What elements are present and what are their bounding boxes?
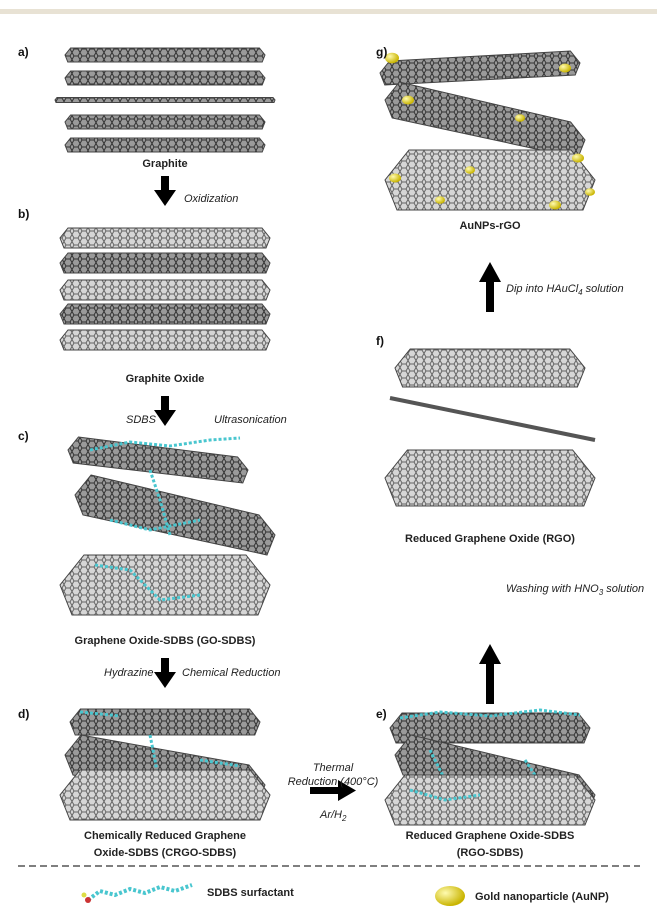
graphene-sheet: [64, 114, 266, 130]
surfactant: [399, 708, 581, 720]
gold-nanoparticle: [549, 200, 561, 210]
gold-nanoparticle: [559, 63, 571, 73]
graphene-sheet: [384, 81, 586, 159]
nanoparticle-icon: [435, 886, 465, 906]
surfactant: [79, 710, 121, 718]
text: solution: [603, 583, 644, 595]
surfactant: [409, 788, 481, 802]
step-label: Dip into HAuCl4 solution: [506, 283, 624, 297]
gold-nanoparticle: [572, 153, 584, 163]
graphene-sheet: [59, 329, 271, 351]
graphene-sheet: [64, 47, 266, 63]
step-label: Oxidization: [184, 193, 238, 205]
legend-label: SDBS surfactant: [207, 887, 294, 899]
caption: (RGO-SDBS): [457, 847, 524, 859]
step-label: Hydrazine: [104, 667, 154, 679]
surfactant: [199, 758, 241, 768]
caption: Graphite Oxide: [126, 373, 205, 385]
step-label: Ultrasonication: [214, 414, 287, 426]
step-label: Ar/H2: [319, 809, 347, 823]
step-label: Chemical Reduction: [182, 667, 280, 679]
gold-nanoparticle: [402, 95, 414, 105]
graphene-sheet: [59, 279, 271, 301]
gold-nanoparticle: [585, 188, 595, 196]
gold-nanoparticle: [385, 52, 399, 64]
panel-label: a): [18, 45, 29, 59]
step-label: Reduction (400°C): [288, 776, 379, 788]
step-label: SDBS: [126, 414, 157, 426]
caption: Graphite: [142, 158, 187, 170]
caption: Chemically Reduced Graphene: [84, 830, 246, 842]
gold-nanoparticle: [515, 114, 525, 122]
graphene-sheet: [384, 774, 596, 826]
graphene-sheet: [59, 554, 271, 616]
panel-label: b): [18, 207, 29, 221]
panel-label: f): [376, 334, 384, 348]
surfactant: [148, 469, 172, 536]
caption: Reduced Graphene Oxide-SDBS: [406, 830, 575, 842]
caption: Reduced Graphene Oxide (RGO): [405, 533, 575, 545]
caption: Oxide-SDBS (CRGO-SDBS): [94, 847, 237, 859]
graphene-sheet: [54, 97, 276, 103]
surfactant: [89, 436, 241, 452]
graphene-sheet: [389, 712, 591, 744]
text: Dip into HAuCl: [506, 283, 579, 295]
surfactant-icon: [81, 883, 193, 903]
text: solution: [583, 283, 624, 295]
graphene-sheet: [59, 769, 271, 821]
subscript: 2: [341, 814, 347, 823]
panel-label: e): [376, 707, 387, 721]
graphene-sheet: [64, 137, 266, 153]
graphene-sheet: [384, 449, 596, 507]
step-label: Washing with HNO3 solution: [506, 583, 644, 597]
graphene-sheet: [384, 149, 596, 211]
graphene-sheet: [59, 252, 271, 274]
graphene-sheet: [379, 50, 581, 86]
graphene-sheet: [74, 474, 276, 556]
surfactant: [109, 518, 201, 532]
surfactant: [94, 563, 201, 602]
graphene-sheet: [59, 227, 271, 249]
gold-nanoparticle: [435, 196, 445, 204]
caption: AuNPs-rGO: [459, 220, 521, 232]
subscript: 4: [578, 288, 583, 297]
panel-label: c): [18, 429, 29, 443]
graphene-sheet-edge: [389, 396, 596, 442]
top-bar: [0, 9, 657, 14]
graphene-sheet: [67, 436, 249, 484]
subscript: 3: [599, 588, 604, 597]
panel-label: g): [376, 45, 387, 59]
gold-nanoparticle: [389, 173, 401, 183]
panel-label: d): [18, 707, 29, 721]
graphene-sheet: [59, 303, 271, 325]
step-label: Thermal: [313, 762, 354, 774]
gold-nanoparticle: [465, 166, 475, 174]
caption: Graphene Oxide-SDBS (GO-SDBS): [75, 635, 256, 647]
text: Washing with HNO: [506, 583, 599, 595]
graphene-sheet: [394, 348, 586, 388]
text: Ar/H: [319, 809, 342, 821]
graphene-sheet: [69, 708, 261, 736]
molecular-illustrations: [54, 47, 596, 826]
arrows: [154, 176, 501, 801]
legend-label: Gold nanoparticle (AuNP): [475, 891, 609, 903]
graphene-sheet: [64, 70, 266, 86]
